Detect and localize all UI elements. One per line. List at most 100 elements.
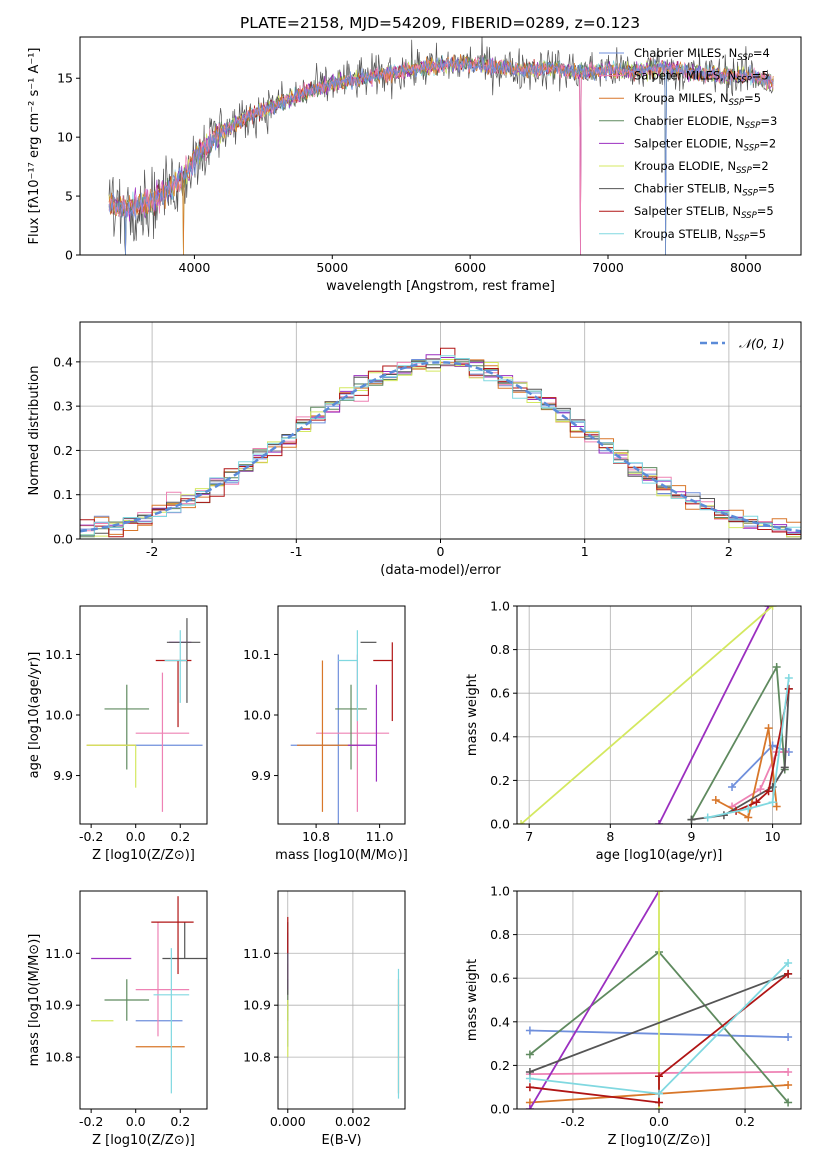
plot-area	[80, 347, 801, 538]
y-tick-label: 0.2	[53, 443, 73, 458]
legend-entry-0: Chabrier MILES, NSSP=4	[634, 46, 770, 63]
weight-marker	[784, 673, 793, 682]
weight-marker	[687, 815, 696, 824]
x-tick-label: 10	[765, 829, 781, 844]
y-tick-label: 10.9	[45, 998, 73, 1013]
legend-entry-3: Chabrier ELODIE, NSSP=3	[634, 114, 777, 131]
legend-subscript: SSP	[729, 98, 745, 108]
histogram-series-7	[80, 347, 801, 538]
legend-tail: =5	[749, 227, 766, 241]
weight-marker	[744, 804, 753, 813]
reference-legend-label: 𝒩(0, 1)	[739, 336, 785, 351]
weight-series-8	[707, 677, 790, 819]
y-tick-label: 1.0	[490, 884, 510, 899]
legend-tail: =5	[752, 69, 769, 83]
x-tick-label: 0.000	[270, 1114, 306, 1129]
x-tick-label: 7	[525, 829, 533, 844]
legend-tail: =2	[752, 159, 769, 173]
x-axis-label: Z [log10(Z/Z⊙)]	[92, 1133, 195, 1148]
weight-marker	[768, 606, 777, 610]
y-tick-label: 0.8	[490, 642, 510, 657]
x-tick-label: -0.2	[561, 1114, 585, 1129]
x-axis-label: (data-model)/error	[380, 563, 501, 578]
y-axis-label: mass weight	[465, 674, 480, 756]
y-tick-label: 10.1	[45, 647, 73, 662]
weight-marker	[525, 1050, 534, 1059]
legend-entry-4: Salpeter ELODIE, NSSP=2	[634, 136, 776, 153]
weight-marker	[517, 820, 526, 824]
weight-vs-age-panel: 7 8 9 10 0.0 0.2 0.4 0.6 0.8 1.0 age [log10(age/yr…	[465, 599, 802, 863]
weight-marker	[525, 1083, 534, 1092]
figure-title: PLATE=2158, MJD=54209, FIBERID=0289, z=0…	[240, 14, 640, 32]
plot-area	[290, 630, 393, 824]
weight-series-4	[529, 891, 660, 1109]
y-tick-label: 9.9	[53, 768, 73, 783]
x-tick-label: 11.0	[366, 829, 394, 844]
x-tick-label: 7000	[592, 260, 624, 275]
weight-marker	[764, 724, 773, 733]
y-tick-label: 0.0	[490, 817, 510, 832]
y-tick-label: 0.6	[490, 971, 510, 986]
legend-subscript: SSP	[741, 211, 757, 221]
x-tick-label: 0.2	[170, 829, 190, 844]
x-tick-label: -0.2	[79, 829, 103, 844]
weight-marker	[784, 1098, 793, 1107]
y-tick-label: 0.2	[490, 773, 510, 788]
legend-subscript: SSP	[734, 234, 750, 244]
y-tick-label: 10.8	[45, 1050, 73, 1065]
y-tick-label: 11.0	[45, 946, 73, 961]
y-tick-label: 0.0	[53, 532, 73, 547]
y-tick-label: 0.4	[53, 354, 73, 369]
y-tick-label: 0.0	[490, 1102, 510, 1117]
weight-marker	[711, 796, 720, 805]
weight-marker	[744, 813, 753, 822]
weight-series-4	[658, 606, 770, 824]
legend-entry-7: Salpeter STELIB, NSSP=5	[634, 204, 774, 221]
x-tick-label: 0.2	[735, 1114, 755, 1129]
weight-marker	[655, 1098, 663, 1107]
spectrum-panel: 4000 5000 6000 7000 8000 0 5 10 15 wavelength [An…	[27, 36, 802, 294]
legend-subscript: SSP	[742, 189, 758, 199]
axes-frame	[79, 36, 802, 256]
weight-marker	[764, 787, 773, 796]
legend-tail: =2	[759, 136, 776, 150]
x-tick-label: 8000	[730, 260, 762, 275]
y-tick-label: 0.3	[53, 399, 73, 414]
y-tick-label: 0.2	[490, 1058, 510, 1073]
y-axis-label: mass weight	[465, 959, 480, 1041]
x-tick-label: 8	[606, 829, 614, 844]
y-tick-label: 0	[65, 248, 73, 263]
weight-marker	[655, 820, 663, 824]
weight-marker	[784, 969, 793, 978]
weight-marker	[768, 798, 777, 807]
y-tick-label: 0.4	[490, 729, 510, 744]
legend-entry-1: Salpeter MILES, NSSP=5	[634, 69, 769, 86]
weight-series-5	[520, 606, 774, 824]
y-tick-label: 10.9	[243, 998, 271, 1013]
y-tick-label: 10.0	[243, 708, 271, 723]
x-axis-label: age [log10(age/yr)]	[596, 848, 723, 863]
histogram-series-8	[80, 355, 801, 536]
x-tick-label: 1	[581, 544, 589, 559]
weight-marker	[772, 802, 781, 811]
legend-subscript: SSP	[736, 166, 752, 176]
x-axis-label: wavelength [Angstrom, rest frame]	[326, 279, 555, 294]
weight-series-7	[735, 688, 790, 812]
weight-marker	[772, 663, 781, 672]
x-axis-label: E(B-V)	[321, 1133, 361, 1148]
weight-marker	[780, 763, 789, 772]
spectrum-series-0	[108, 56, 774, 255]
y-tick-label: 11.0	[243, 946, 271, 961]
weight-marker	[703, 813, 712, 822]
y-tick-label: 0.8	[490, 927, 510, 942]
weight-marker	[728, 782, 737, 791]
plot-area	[517, 606, 793, 824]
weight-series-6	[529, 972, 789, 1073]
x-tick-label: 5000	[316, 260, 348, 275]
weight-marker	[784, 1033, 793, 1042]
histogram-series-6	[80, 359, 801, 536]
age-vs-mass-panel: 10.8 11.0 9.9 10.0 10.1 mass [log10(M/M⊙)]	[243, 605, 408, 863]
plot-area	[525, 891, 793, 1109]
x-tick-label: 0.0	[126, 829, 146, 844]
legend-tail: =5	[757, 204, 774, 218]
